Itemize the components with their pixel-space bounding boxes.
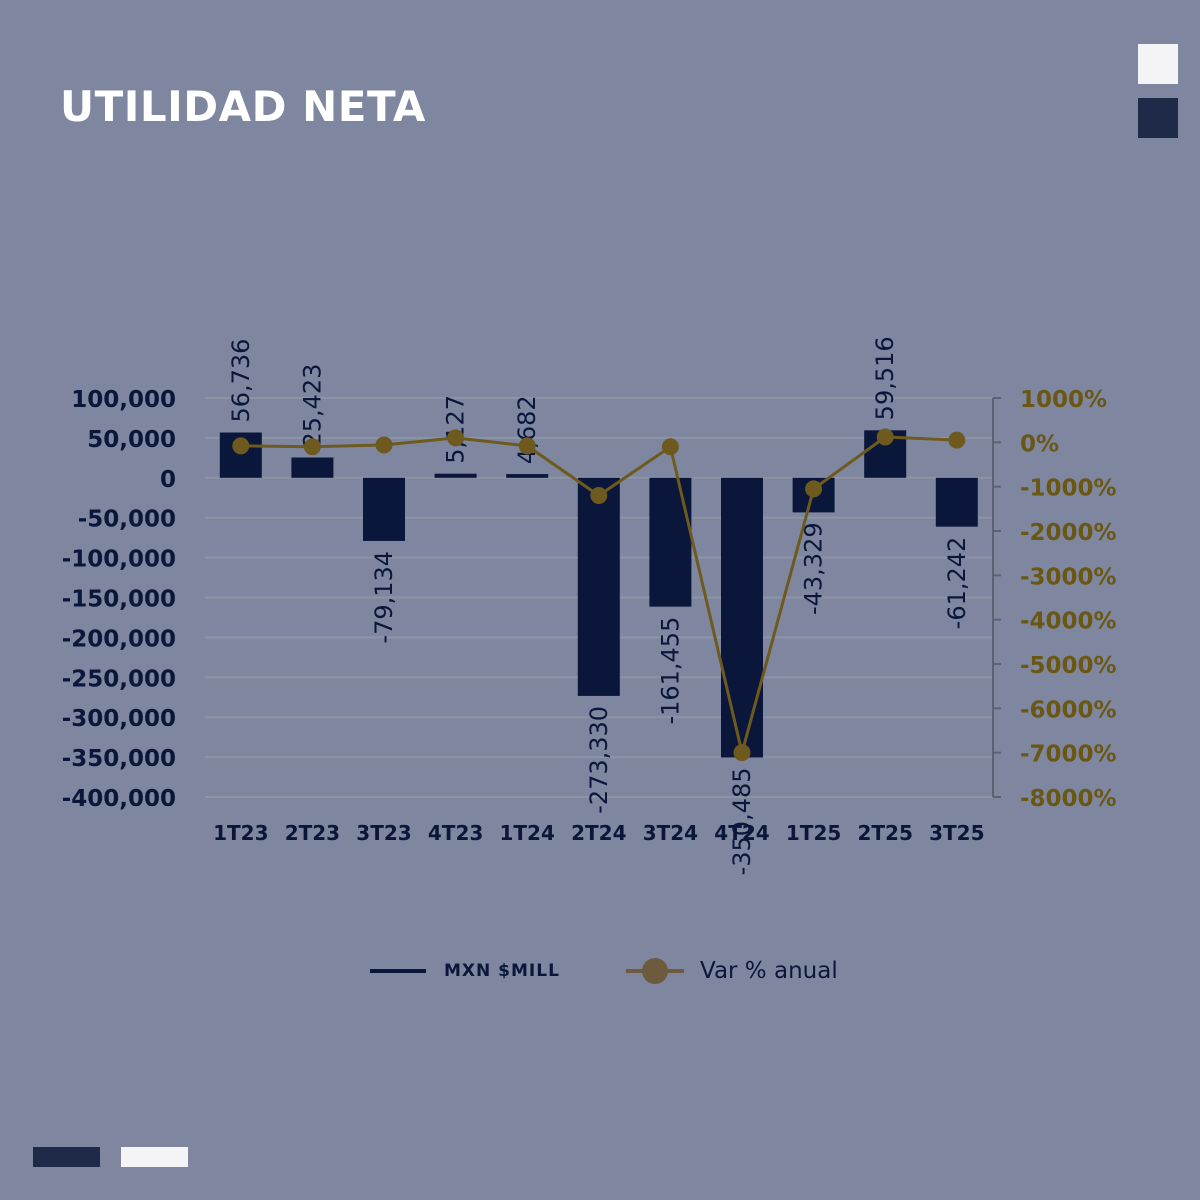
decorative-square-white (1138, 44, 1178, 84)
line-point (590, 487, 608, 505)
bar-value-label: -61,242 (943, 537, 971, 630)
bar-value-label: -43,329 (800, 522, 828, 615)
legend-line-swatch (626, 954, 684, 988)
bar (649, 477, 692, 607)
x-axis-tick-label: 1T23 (213, 821, 268, 845)
bar-value-label: 56,736 (227, 339, 255, 423)
x-axis-tick-label: 3T24 (643, 821, 698, 845)
left-axis-tick-label: -250,000 (62, 666, 176, 692)
legend-item-line: Var % anual (626, 954, 838, 988)
bar-value-label: -273,330 (585, 706, 613, 814)
x-axis-tick-label: 2T23 (285, 821, 340, 845)
left-axis-tick-label: 50,000 (87, 427, 176, 453)
line-point (805, 480, 823, 498)
decorative-square-navy (1138, 98, 1178, 138)
line-point (733, 744, 751, 762)
x-axis-tick-label: 4T24 (714, 821, 769, 845)
left-axis-tick-label: -150,000 (62, 587, 176, 613)
x-axis-tick-label: 1T25 (786, 821, 841, 845)
x-axis-tick-label: 3T25 (929, 821, 984, 845)
bar-value-label: -79,134 (370, 551, 398, 644)
bar (363, 477, 405, 541)
right-axis-tick-label: -7000% (1020, 742, 1117, 768)
left-axis-tick-label: -350,000 (62, 746, 176, 772)
x-axis-tick-label: 2T24 (571, 821, 626, 845)
left-axis-tick-label: -200,000 (62, 626, 176, 652)
right-axis-tick-label: -6000% (1020, 697, 1117, 723)
left-axis-tick-label: 0 (160, 467, 176, 493)
page-title: UTILIDAD NETA (60, 82, 426, 131)
line-point (447, 429, 465, 447)
decorative-bar-navy (33, 1147, 100, 1167)
right-axis-tick-label: 1000% (1020, 387, 1107, 413)
legend-item-bars: MXN $MILL (370, 954, 560, 988)
line-point (375, 436, 393, 454)
x-axis-tick-label: 2T25 (858, 821, 913, 845)
x-axis-tick-label: 1T24 (500, 821, 555, 845)
bar-value-label: 25,423 (298, 364, 326, 448)
right-axis-tick-label: -1000% (1020, 476, 1117, 502)
left-axis-tick-label: 100,000 (71, 387, 176, 413)
left-axis-tick-label: -50,000 (78, 507, 176, 533)
bar-value-label: 59,516 (871, 336, 899, 420)
legend-line-label: Var % anual (700, 958, 838, 984)
x-axis-tick-label: 3T23 (356, 821, 411, 845)
line-point (876, 428, 894, 446)
right-axis-tick-label: -4000% (1020, 609, 1117, 635)
decorative-bar-white (121, 1147, 188, 1167)
bar (506, 474, 549, 478)
line-point (661, 438, 679, 456)
bar (577, 477, 620, 696)
right-axis-tick-label: -5000% (1020, 653, 1117, 679)
bar (935, 477, 978, 527)
line-point (303, 438, 321, 456)
right-axis-tick-label: -2000% (1020, 520, 1117, 546)
legend-bar-label: MXN $MILL (444, 961, 560, 981)
line-point (232, 437, 250, 455)
line-point (948, 431, 966, 449)
left-axis-tick-label: -400,000 (62, 786, 176, 812)
left-axis-tick-label: -100,000 (62, 547, 176, 573)
bar-value-label: -350,485 (728, 767, 756, 875)
right-axis-tick-label: -3000% (1020, 564, 1117, 590)
legend-bar-swatch (370, 969, 426, 973)
bar-value-label: -161,455 (656, 617, 684, 725)
x-axis-tick-label: 4T23 (428, 821, 483, 845)
right-axis-tick-label: 0% (1020, 431, 1059, 457)
bar (721, 477, 763, 758)
line-point (518, 437, 536, 455)
left-axis-tick-label: -300,000 (62, 706, 176, 732)
bar-value-label: 5,127 (442, 395, 470, 464)
bar (434, 473, 477, 478)
bar (291, 457, 334, 478)
right-axis-tick-label: -8000% (1020, 786, 1117, 812)
